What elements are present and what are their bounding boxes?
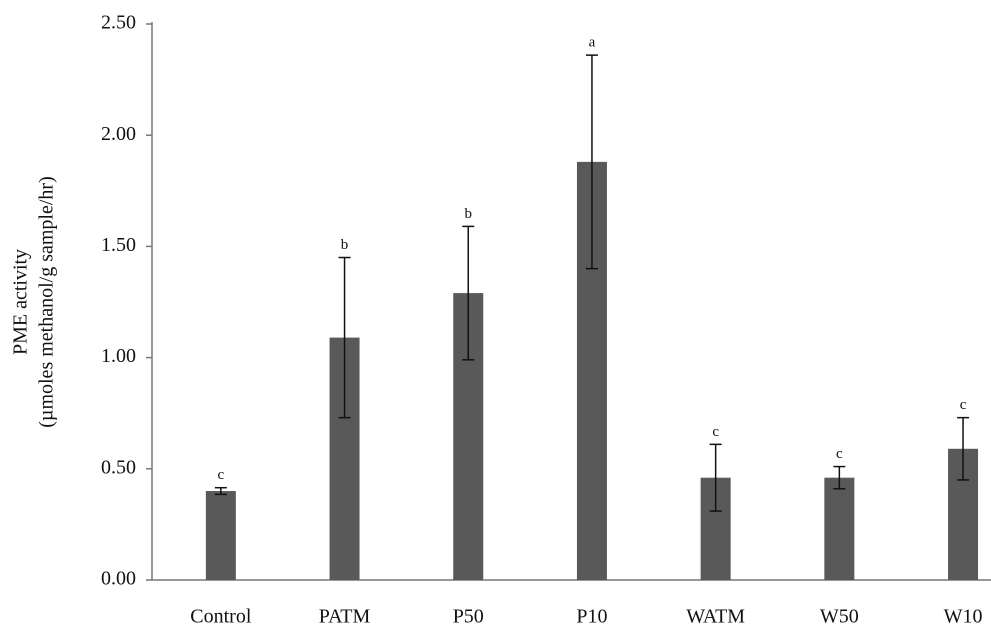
x-tick-label: WATM [686, 606, 745, 628]
x-tick-label: W50 [820, 606, 859, 628]
x-tick-label: P10 [576, 606, 607, 628]
y-tick-label: 0.00 [101, 568, 136, 590]
annotation: b [465, 206, 473, 222]
annotation: c [836, 446, 843, 462]
y-tick-label: 2.00 [101, 123, 136, 145]
bar [206, 491, 236, 580]
y-tick-label: 1.50 [101, 234, 136, 256]
annotation: b [341, 237, 349, 253]
annotation: a [589, 35, 596, 51]
annotation: c [960, 397, 967, 413]
y-tick-label: 2.50 [101, 12, 136, 34]
x-tick-label: P50 [453, 606, 484, 628]
x-tick-label: Control [190, 606, 252, 628]
x-tick-label: W10 [944, 606, 983, 628]
y-axis-label: PME activity [10, 249, 32, 355]
y-axis-label: (µmoles methanol/g sample/hr) [36, 176, 58, 427]
chart: PME activity (µmoles methanol/g sample/h… [0, 0, 991, 632]
y-tick-label: 0.50 [101, 456, 136, 478]
bar [824, 478, 854, 580]
annotation: c [712, 424, 719, 440]
annotation: c [218, 467, 225, 483]
y-tick-label: 1.00 [101, 345, 136, 367]
x-tick-label: PATM [319, 606, 371, 628]
